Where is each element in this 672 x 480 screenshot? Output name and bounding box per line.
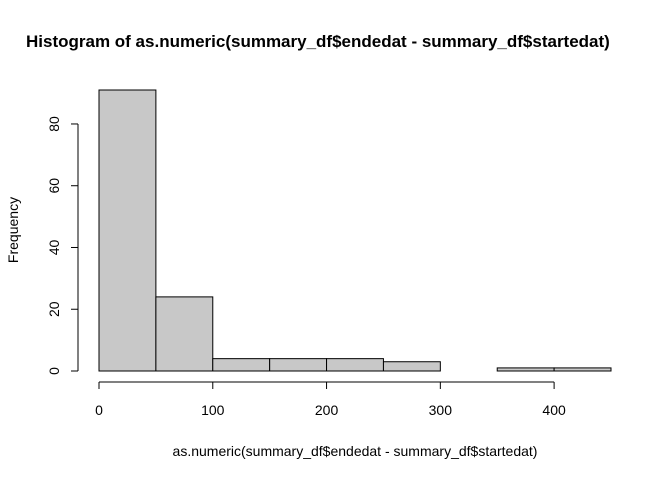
x-tick-label: 400 — [542, 402, 566, 418]
histogram-bar — [98, 89, 157, 372]
histogram-bar — [269, 358, 328, 372]
histogram-bar — [212, 358, 271, 372]
y-tick-label: 20 — [46, 301, 62, 317]
y-axis-label: Frequency — [5, 197, 21, 263]
x-tick-label: 0 — [95, 402, 103, 418]
x-axis-label: as.numeric(summary_df$endedat - summary_… — [173, 443, 538, 459]
y-tick-label: 80 — [46, 116, 62, 132]
x-tick-label: 100 — [201, 402, 225, 418]
y-tick-label: 60 — [46, 178, 62, 194]
x-tick-label: 300 — [429, 402, 453, 418]
y-tick-label: 0 — [46, 367, 62, 375]
histogram-bar — [496, 367, 555, 372]
histogram-bar — [155, 296, 214, 372]
chart-title: Histogram of as.numeric(summary_df$ended… — [26, 32, 610, 51]
x-tick-label: 200 — [315, 402, 339, 418]
histogram-bars — [98, 89, 612, 372]
y-tick-label: 40 — [46, 239, 62, 255]
histogram-bar — [382, 361, 441, 372]
histogram-bar — [326, 358, 384, 372]
y-axis: 0 20 40 60 80 — [46, 116, 79, 375]
x-axis: 0 100 200 300 400 — [95, 381, 566, 418]
histogram-bar — [553, 367, 612, 372]
